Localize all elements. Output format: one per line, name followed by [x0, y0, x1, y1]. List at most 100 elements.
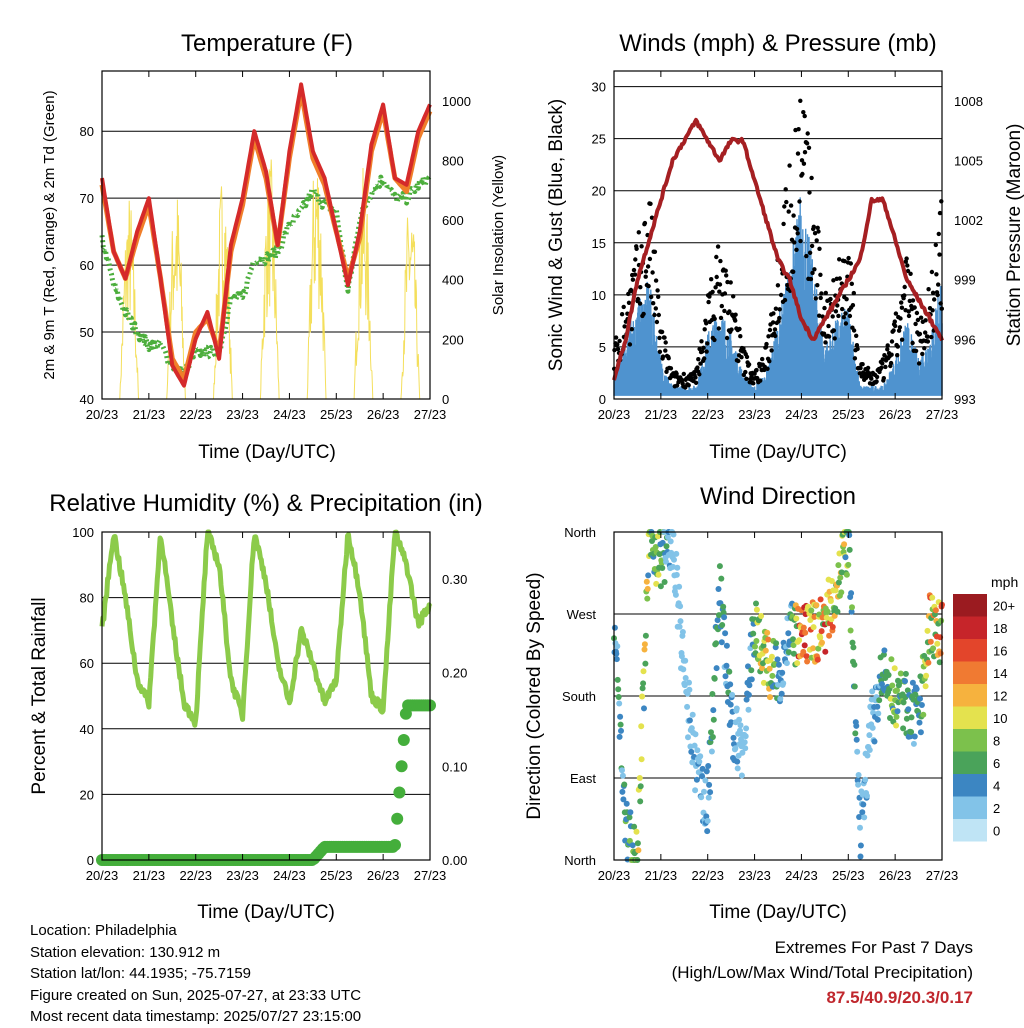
gust-point [717, 282, 723, 287]
x-tick-label: 26/23 [367, 868, 400, 883]
direction-title: Wind Direction [700, 483, 856, 510]
direction-point [682, 657, 689, 664]
gust-point [656, 294, 661, 299]
gust-point [934, 272, 939, 277]
precip-y-tick-label: 0.10 [442, 759, 467, 774]
gust-point [782, 297, 788, 303]
direction-point [743, 696, 750, 703]
gust-point [899, 305, 905, 310]
direction-point [639, 693, 646, 700]
gust-point [743, 369, 748, 375]
direction-point [611, 624, 618, 631]
direction-point [881, 647, 888, 654]
direction-point [743, 725, 750, 732]
speed-legend-swatch [953, 684, 987, 707]
direction-point [835, 562, 842, 569]
direction-point [775, 681, 781, 688]
direction-point [736, 716, 743, 723]
speed-legend-label: 14 [993, 666, 1007, 681]
direction-point [673, 571, 680, 578]
direction-point [876, 697, 883, 704]
station-pressure-line [612, 117, 944, 381]
direction-point [918, 702, 925, 708]
gust-point [617, 338, 622, 344]
gust-point [784, 199, 789, 205]
direction-point [615, 694, 622, 700]
gust-point [648, 201, 653, 206]
x-tick-label: 26/23 [367, 407, 400, 422]
gust-point [733, 312, 738, 317]
x-tick-label: 24/23 [785, 868, 818, 883]
x-tick-label: 21/23 [133, 407, 166, 422]
gust-point [783, 187, 788, 192]
x-tick-label: 24/23 [785, 407, 818, 422]
solar-y-tick-label: 200 [442, 332, 464, 347]
x-tick-label: 20/23 [598, 868, 631, 883]
direction-point [667, 538, 674, 545]
direction-point [716, 563, 723, 570]
gust-point [798, 98, 803, 104]
dewpoint-line [99, 174, 432, 379]
direction-point [714, 617, 721, 624]
direction-point [924, 627, 931, 634]
data-marks [96, 82, 945, 866]
gust-point [812, 267, 817, 272]
direction-point [693, 776, 700, 783]
x-tick-label: 27/23 [926, 868, 959, 883]
wind-y-tick-label: 0 [599, 392, 606, 407]
gust-point [822, 305, 827, 311]
direction-point [834, 608, 841, 615]
direction-point [637, 798, 644, 805]
gust-point [937, 210, 943, 216]
gust-point [719, 303, 724, 309]
gust-point [766, 334, 771, 339]
gust-point [935, 292, 940, 298]
gust-point [807, 190, 812, 195]
gust-point [615, 342, 620, 347]
x-tick-label: 20/23 [598, 407, 631, 422]
gust-point [936, 231, 941, 237]
direction-point [885, 672, 892, 678]
gust-point [777, 315, 782, 321]
direction-point [644, 585, 651, 592]
direction-point [938, 617, 945, 624]
gust-point [654, 319, 660, 325]
direction-point [638, 756, 645, 763]
direction-point [937, 650, 944, 657]
direction-point [708, 748, 715, 755]
gust-point [906, 309, 911, 314]
gust-point [908, 271, 913, 276]
gust-point [930, 308, 935, 313]
speed-legend-swatch [953, 661, 987, 684]
direction-point [680, 666, 687, 673]
gust-point [639, 244, 644, 249]
gust-point [879, 365, 884, 370]
direction-point [620, 796, 627, 803]
temp-y-tick-label: 50 [80, 325, 94, 340]
gust-point [797, 199, 802, 204]
gust-point [852, 356, 858, 361]
direction-point [705, 763, 712, 769]
rh-y-tick-label: 80 [80, 591, 94, 606]
direction-point [851, 683, 858, 690]
gust-point [657, 335, 662, 341]
direction-point [760, 642, 767, 649]
direction-point [908, 714, 915, 721]
speed-legend-label: 18 [993, 621, 1007, 636]
gust-point [808, 276, 814, 282]
wind-y-tick-label: 30 [592, 80, 606, 95]
gust-point [634, 246, 639, 251]
direction-point [685, 734, 691, 741]
speed-legend-swatch [953, 706, 987, 729]
direction-point [849, 604, 855, 611]
direction-point [910, 740, 917, 747]
direction-point [692, 787, 699, 794]
gust-point [714, 254, 719, 260]
direction-point [678, 653, 685, 660]
gust-point [767, 327, 773, 333]
gust-point [653, 306, 658, 311]
gust-point [674, 383, 680, 388]
direction-point [689, 711, 696, 718]
direction-point [780, 680, 787, 687]
gust-point [772, 327, 778, 332]
